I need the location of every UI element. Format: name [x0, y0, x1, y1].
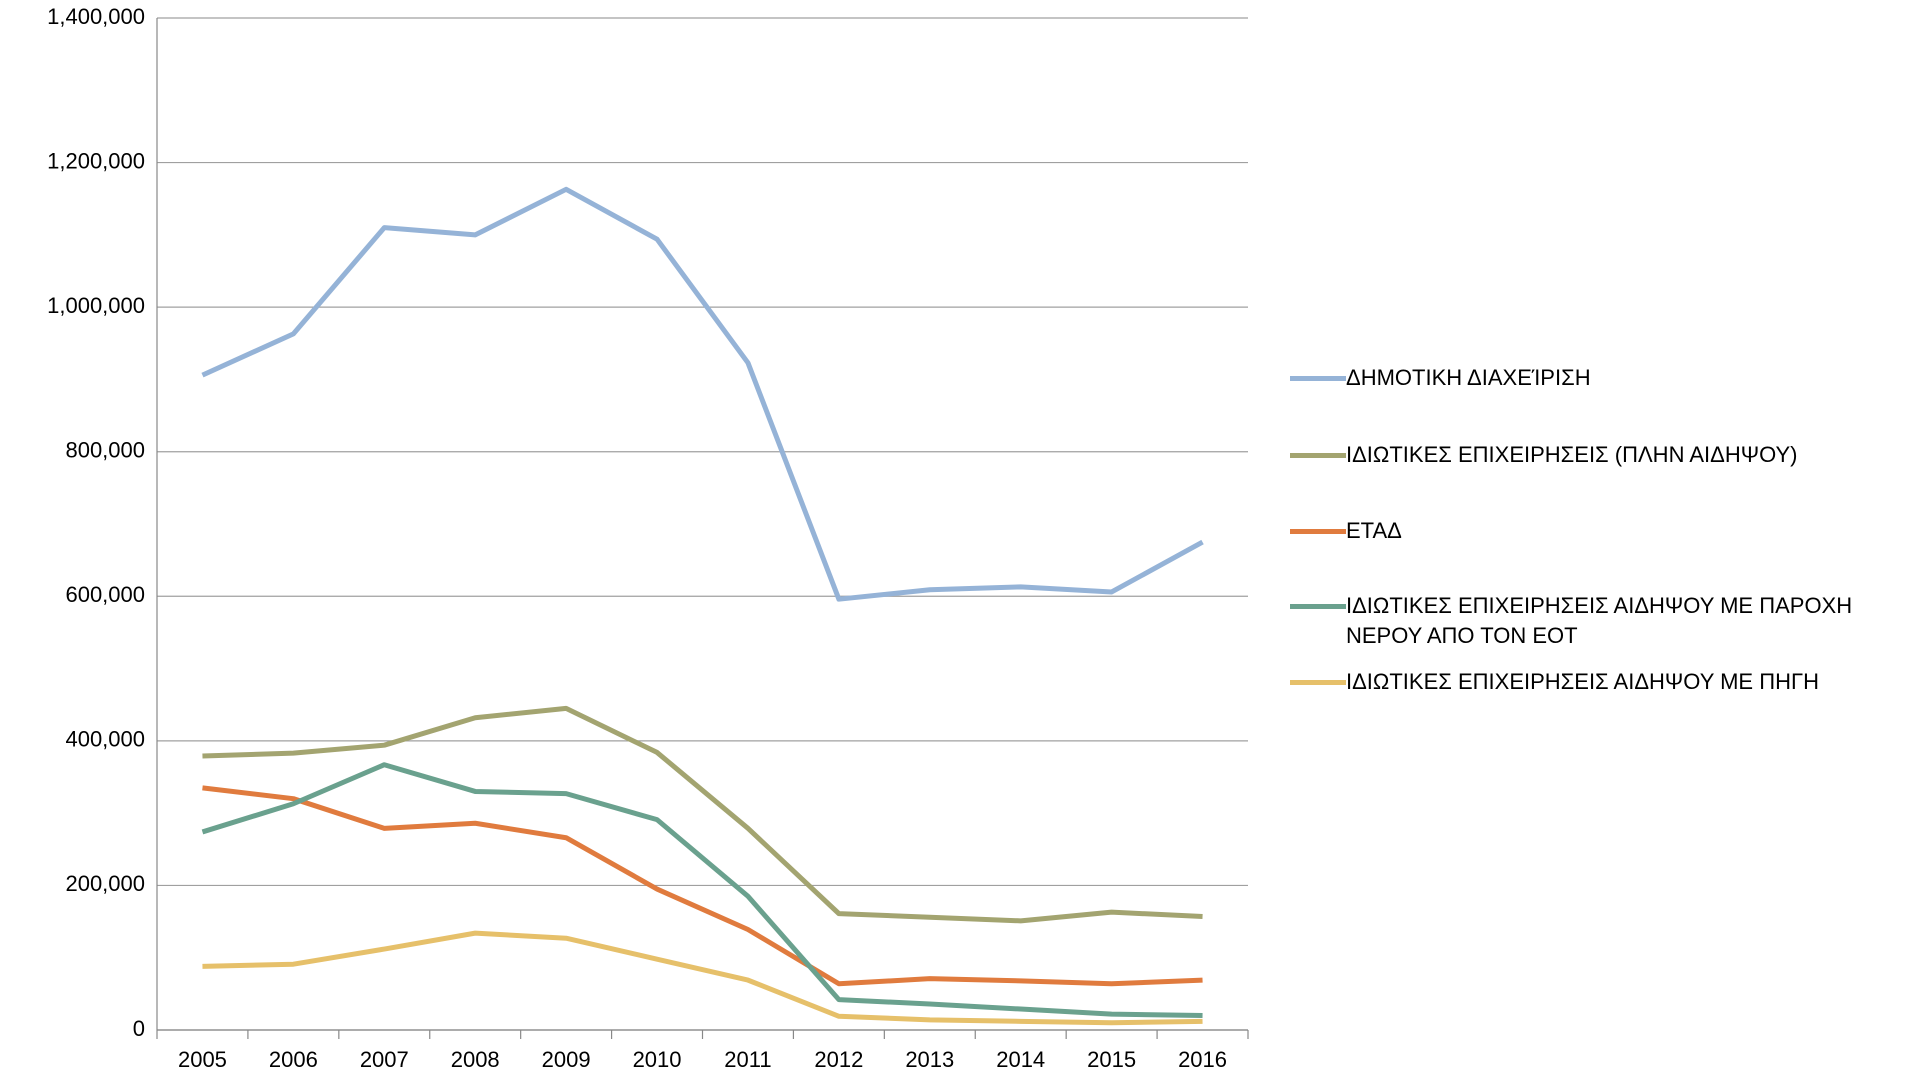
- series-line: [201, 762, 1203, 1019]
- y-tick-label: 1,200,000: [47, 148, 145, 173]
- legend-item: ΙΔΙΩΤΙΚΕΣ ΕΠΙΧΕΙΡΗΣΕΙΣ (ΠΛΗΝ ΑΙΔΗΨΟΥ): [1290, 440, 1900, 470]
- y-tick-label: 1,400,000: [47, 4, 145, 29]
- legend-label: ΕΤΑΔ: [1346, 518, 1402, 543]
- y-tick-label: 1,000,000: [47, 293, 145, 318]
- series-line: [202, 930, 1203, 1026]
- legend-label: ΙΔΙΩΤΙΚΕΣ ΕΠΙΧΕΙΡΗΣΕΙΣ ΑΙΔΗΨΟΥ ΜΕ ΠΑΡΟΧΗ…: [1346, 593, 1853, 648]
- x-tick-label: 2015: [1087, 1047, 1136, 1069]
- legend-swatch: [1290, 529, 1346, 534]
- legend-swatch: [1290, 604, 1346, 609]
- x-tick-label: 2011: [724, 1047, 771, 1069]
- x-tick-label: 2005: [178, 1047, 227, 1069]
- y-tick-label: 600,000: [65, 582, 145, 607]
- legend-item: ΔΗΜΟΤΙΚΗ ΔΙΑΧΕΊΡΙΣΗ: [1290, 363, 1900, 393]
- legend-label: ΔΗΜΟΤΙΚΗ ΔΙΑΧΕΊΡΙΣΗ: [1346, 365, 1591, 390]
- series-line: [202, 785, 1203, 987]
- series-line: [201, 186, 1204, 602]
- x-tick-label: 2010: [633, 1047, 682, 1069]
- y-tick-label: 400,000: [65, 727, 145, 752]
- x-tick-label: 2014: [996, 1047, 1045, 1069]
- x-tick-label: 2012: [814, 1047, 863, 1069]
- x-tick-label: 2006: [269, 1047, 318, 1069]
- series-line: [202, 705, 1203, 924]
- legend-swatch: [1290, 376, 1346, 381]
- legend-swatch: [1290, 453, 1346, 458]
- x-tick-label: 2007: [360, 1047, 409, 1069]
- x-tick-label: 2016: [1178, 1047, 1227, 1069]
- y-tick-label: 800,000: [65, 438, 145, 463]
- legend-swatch: [1290, 680, 1346, 685]
- x-tick-label: 2009: [542, 1047, 591, 1069]
- legend-item: ΕΤΑΔ: [1290, 516, 1900, 546]
- legend-label: ΙΔΙΩΤΙΚΕΣ ΕΠΙΧΕΙΡΗΣΕΙΣ (ΠΛΗΝ ΑΙΔΗΨΟΥ): [1346, 442, 1798, 467]
- y-tick-label: 0: [133, 1016, 145, 1041]
- legend-label: ΙΔΙΩΤΙΚΕΣ ΕΠΙΧΕΙΡΗΣΕΙΣ ΑΙΔΗΨΟΥ ΜΕ ΠΗΓΗ: [1346, 669, 1819, 694]
- y-tick-label: 200,000: [65, 871, 145, 896]
- x-tick-label: 2013: [905, 1047, 954, 1069]
- legend-item: ΙΔΙΩΤΙΚΕΣ ΕΠΙΧΕΙΡΗΣΕΙΣ ΑΙΔΗΨΟΥ ΜΕ ΠΗΓΗ: [1290, 667, 1900, 697]
- x-tick-label: 2008: [451, 1047, 500, 1069]
- legend-item: ΙΔΙΩΤΙΚΕΣ ΕΠΙΧΕΙΡΗΣΕΙΣ ΑΙΔΗΨΟΥ ΜΕ ΠΑΡΟΧΗ…: [1290, 591, 1900, 651]
